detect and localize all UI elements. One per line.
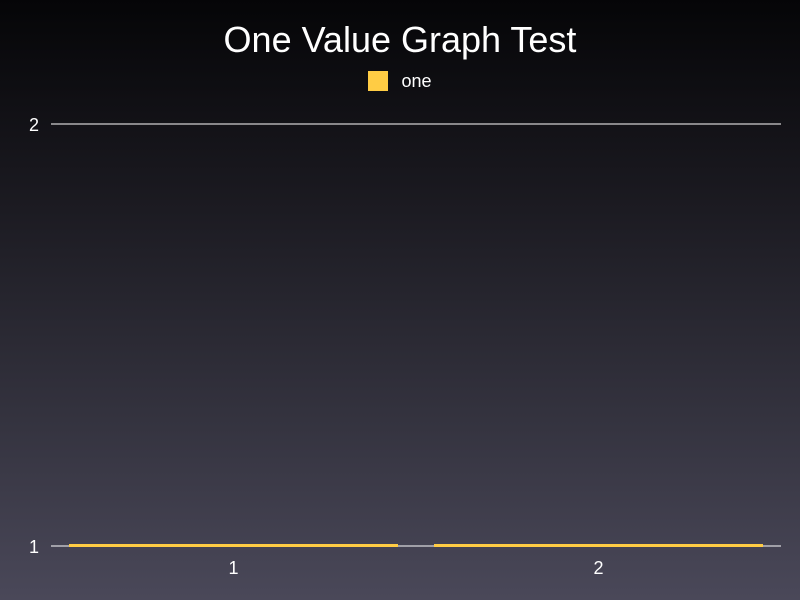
x-tick-label: 1 xyxy=(228,558,238,578)
y-axis-ticks: 12 xyxy=(29,115,39,557)
legend-swatch xyxy=(368,71,389,91)
legend: one xyxy=(0,70,800,92)
chart-title: One Value Graph Test xyxy=(223,19,577,60)
bar-1[interactable] xyxy=(69,544,398,547)
legend-item-one[interactable]: one xyxy=(368,70,432,92)
x-tick-label: 2 xyxy=(593,558,603,578)
gridlines xyxy=(51,123,781,547)
y-tick-label: 2 xyxy=(29,115,39,135)
bars xyxy=(69,544,763,547)
legend-label: one xyxy=(401,71,432,91)
bar-2[interactable] xyxy=(434,544,763,547)
y-tick-label: 1 xyxy=(29,537,39,557)
